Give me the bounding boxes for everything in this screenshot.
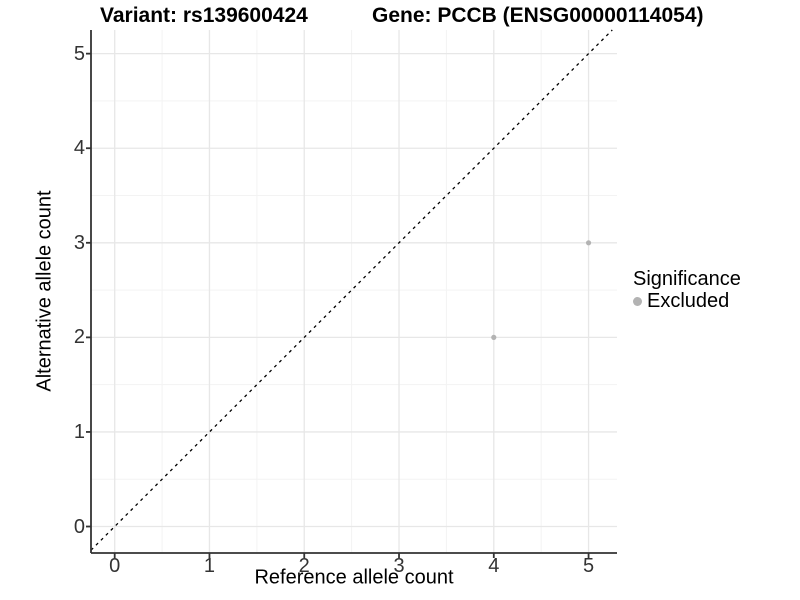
x-tick-label: 3 — [393, 555, 405, 577]
plot-title-variant: Variant: rs139600424 — [100, 4, 308, 27]
x-tick-label: 1 — [203, 555, 216, 577]
x-axis-title: Reference allele count — [254, 566, 454, 589]
legend-entry-label: Excluded — [647, 289, 730, 312]
y-tick-label: 3 — [73, 231, 85, 254]
legend-entry-excluded: Excluded — [633, 290, 741, 312]
legend-title: Significance — [633, 268, 741, 290]
legend-marker-circle-icon — [633, 296, 642, 306]
legend: Significance Excluded — [633, 268, 741, 312]
x-tick-label: 5 — [583, 555, 595, 577]
y-tick-label: 0 — [73, 515, 85, 538]
x-tick-label: 0 — [109, 555, 121, 577]
data-point — [585, 240, 592, 246]
y-tick-label: 5 — [73, 42, 85, 65]
plot-title-gene: Gene: PCCB (ENSG00000114054) — [372, 4, 704, 27]
x-tick-label: 2 — [298, 555, 310, 577]
y-tick-label: 1 — [73, 420, 85, 443]
x-tick-label: 4 — [488, 555, 500, 577]
y-axis-title: Alternative allele count — [33, 190, 56, 392]
y-tick-label: 4 — [73, 137, 85, 160]
y-tick-label: 2 — [73, 326, 85, 349]
data-point — [491, 334, 497, 340]
